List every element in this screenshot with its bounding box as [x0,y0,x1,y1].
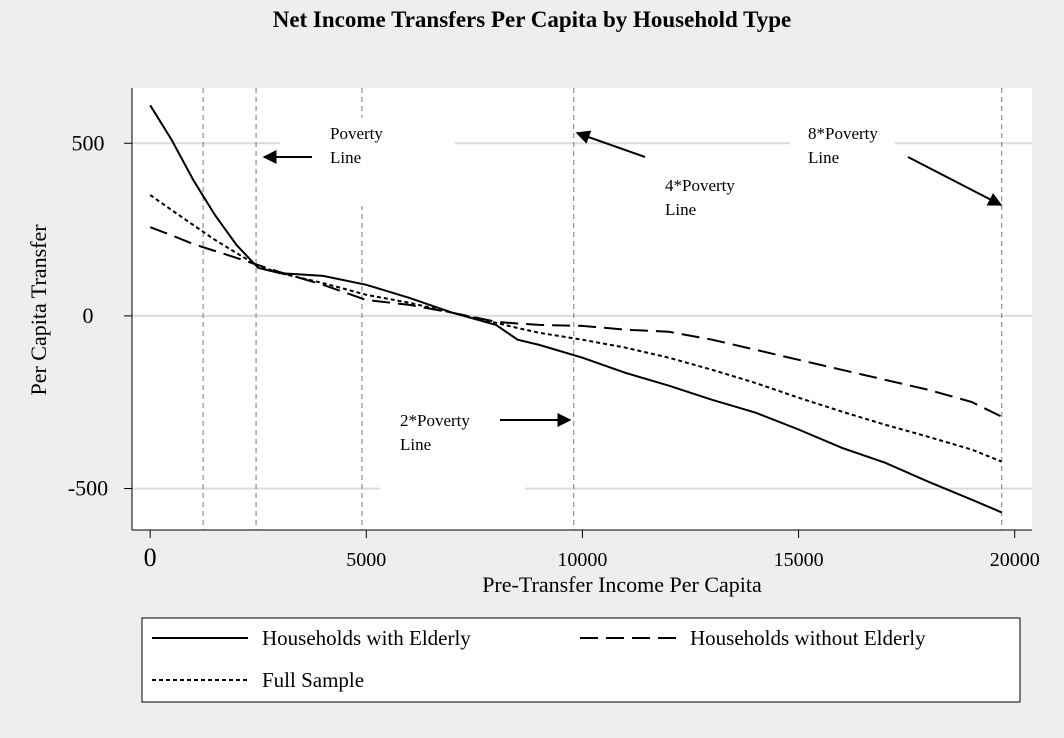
annotation-text: Poverty [330,124,383,143]
y-tick-label: 500 [72,130,105,155]
series-line [149,194,1003,463]
annotation-text: Line [330,148,361,167]
x-tick-label: 15000 [774,549,824,571]
annotation-backdrop [380,400,525,500]
annotation-text: Line [665,200,696,219]
annotation-text: 8*Poverty [808,124,878,143]
annotation-text: 4*Poverty [665,176,735,195]
legend-box [141,617,1021,703]
legend-label: Households with Elderly [262,626,471,650]
x-tick-label: 20000 [990,549,1040,571]
x-tick-label: 10000 [557,549,607,571]
x-tick-label: 0 [144,543,157,572]
chart-title: Net Income Transfers Per Capita by House… [273,7,792,32]
legend-label: Households without Elderly [690,626,926,650]
y-tick-label: -500 [68,476,108,501]
annotation-text: Line [400,435,431,454]
annotation-arrow [575,130,646,158]
y-tick-label: 0 [83,303,94,328]
x-tick-label: 5000 [346,549,386,571]
plot-area [132,88,1032,530]
series-line [149,226,1003,418]
x-axis-label: Pre-Transfer Income Per Capita [482,572,762,597]
annotation-text: Line [808,148,839,167]
legend-label: Full Sample [262,668,364,692]
annotation-backdrop [790,118,895,170]
y-axis-label: Per Capita Transfer [26,224,51,396]
series-line [149,104,1003,514]
annotation-backdrop [280,118,455,206]
annotation-text: 2*Poverty [400,411,470,430]
annotation-arrow [907,156,1003,206]
